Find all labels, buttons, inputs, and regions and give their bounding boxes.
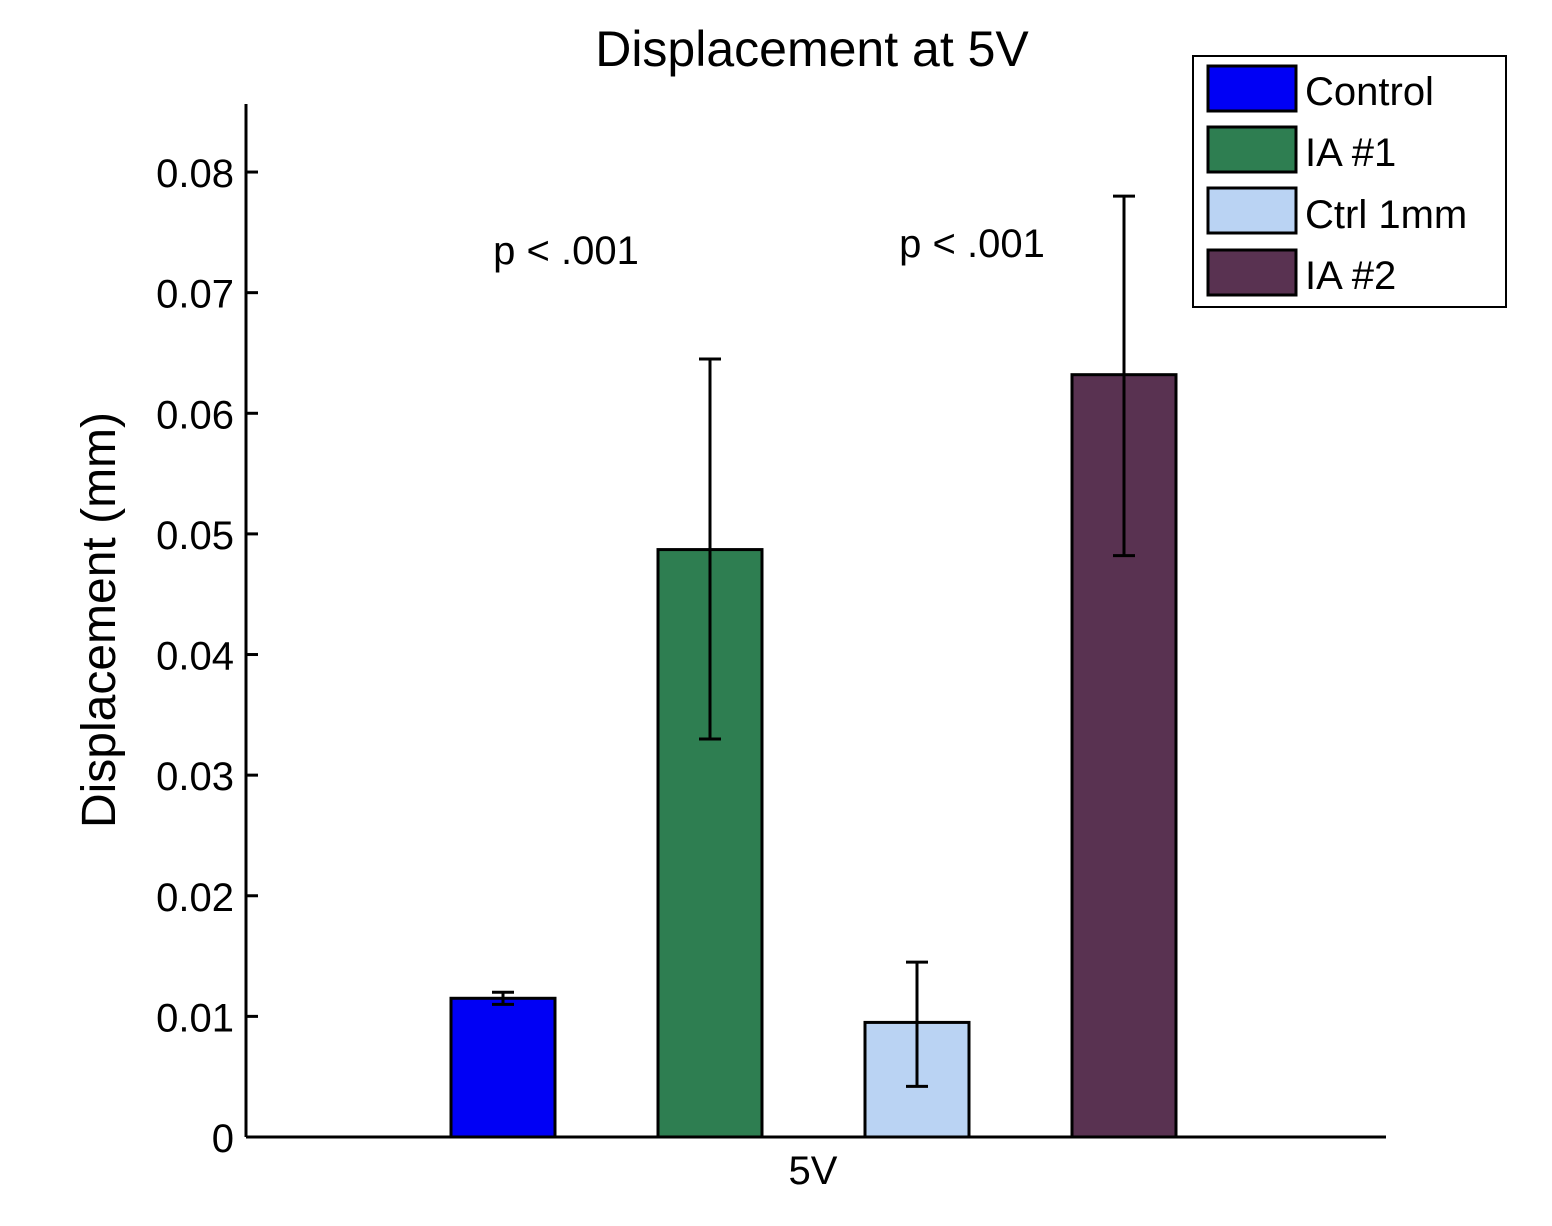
annotation-p-value-1: p < .001	[493, 229, 639, 273]
y-tick-label: 0.04	[156, 635, 234, 679]
legend-swatch-control	[1206, 64, 1298, 113]
error-bars-layer	[492, 194, 1135, 1088]
error-bar	[906, 960, 928, 1088]
legend-swatch-ia2	[1206, 248, 1298, 297]
legend: Control IA #1 Ctrl 1mm IA #2	[1192, 55, 1507, 308]
y-tick-label: 0	[212, 1117, 234, 1161]
bars-layer	[449, 373, 1178, 1139]
legend-label-ia1: IA #1	[1305, 131, 1396, 175]
y-tick-label: 0.08	[156, 152, 234, 196]
error-bar	[492, 990, 514, 1006]
legend-swatch-ctrl-1mm	[1206, 186, 1298, 235]
legend-label-control: Control	[1305, 70, 1434, 114]
y-tick-label: 0.05	[156, 514, 234, 558]
legend-swatch-ia1	[1206, 125, 1298, 174]
legend-label-ia2: IA #2	[1305, 254, 1396, 298]
error-bar	[1113, 194, 1135, 558]
x-tick-label: 5V	[789, 1149, 838, 1193]
legend-label-ctrl-1mm: Ctrl 1mm	[1305, 193, 1467, 237]
y-tick-label: 0.03	[156, 755, 234, 799]
y-ticks: 0 0.01 0.02 0.03 0.04 0.05 0.06 0.07 0.08	[156, 152, 258, 1161]
chart-title: Displacement at 5V	[595, 21, 1029, 77]
y-tick-label: 0.01	[156, 996, 234, 1040]
y-axis-label: Displacement (mm)	[73, 412, 126, 828]
y-tick-label: 0.02	[156, 876, 234, 920]
bar-control	[449, 996, 557, 1139]
error-bar	[699, 357, 721, 741]
y-tick-label: 0.07	[156, 273, 234, 317]
annotation-p-value-2: p < .001	[899, 222, 1045, 266]
y-tick-label: 0.06	[156, 393, 234, 437]
axes	[244, 104, 1386, 1139]
